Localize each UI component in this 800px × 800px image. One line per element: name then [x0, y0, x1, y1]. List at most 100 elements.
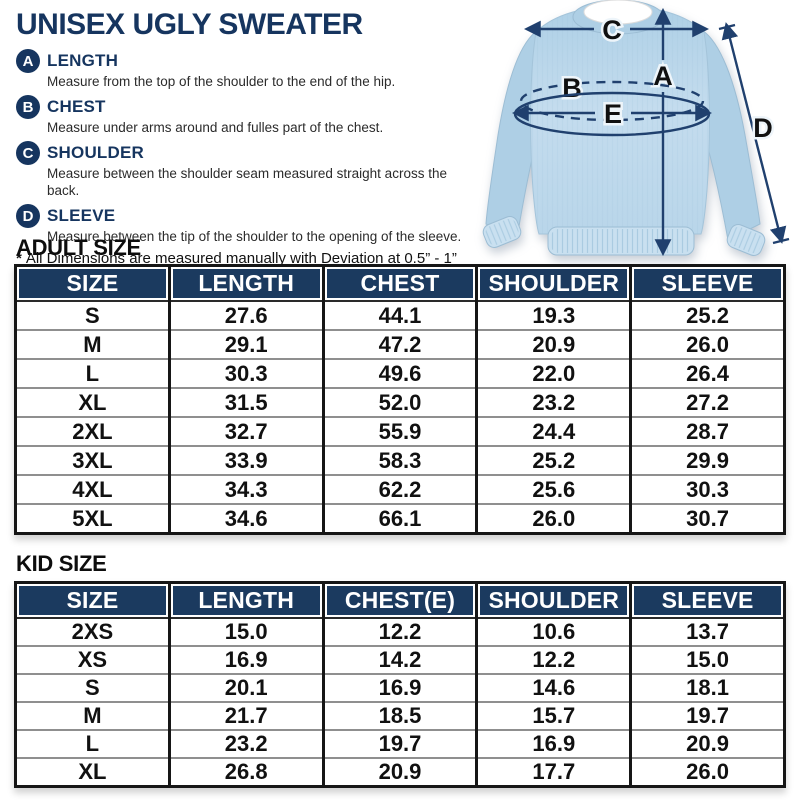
- value-cell: 49.6: [321, 358, 477, 388]
- value-cell: 26.0: [475, 503, 631, 534]
- value-cell: 19.7: [629, 701, 785, 730]
- letter-badge-c: C: [16, 141, 40, 165]
- size-cell: S: [85, 303, 100, 328]
- table-row: 3XL 33.9 58.3 25.2 29.9: [15, 445, 785, 475]
- page-title: UNISEX UGLY SWEATER: [16, 8, 363, 41]
- value-cell: 15.0: [629, 645, 785, 674]
- column-header: SHOULDER: [475, 582, 631, 619]
- value-cell: 26.4: [629, 358, 785, 388]
- value-cell: 13.7: [629, 618, 785, 646]
- dim-label-d: D: [753, 113, 773, 143]
- measurement-label: SHOULDER: [47, 143, 144, 162]
- letter-badge-a: A: [16, 49, 40, 73]
- size-cell: XS: [15, 645, 170, 674]
- value-cell: 20.9: [475, 329, 631, 359]
- measurement-description: Measure between the shoulder seam measur…: [47, 166, 447, 198]
- table-row: XS 16.9 14.2 12.2 15.0: [15, 645, 785, 674]
- value-cell: 20.9: [629, 729, 785, 758]
- value-cell: 27.6: [167, 301, 324, 330]
- dimension-annotations: C A B E D: [511, 7, 790, 257]
- measurement-item-shoulder: C SHOULDER Measure between the shoulder …: [16, 141, 466, 199]
- value-cell: 14.2: [321, 645, 477, 674]
- asterisk: *: [16, 250, 22, 267]
- table-row: XL 31.5 52.0 23.2 27.2: [15, 387, 785, 417]
- value-cell: 24.4: [475, 416, 631, 446]
- column-header: LENGTH: [167, 582, 324, 619]
- dim-label-c: C: [602, 15, 622, 45]
- column-header: SLEEVE: [629, 265, 785, 302]
- value-cell: 29.1: [167, 329, 324, 359]
- value-cell: 21.7: [167, 701, 324, 730]
- value-cell: 25.6: [475, 474, 631, 504]
- table-header-row: SIZE LENGTH CHEST SHOULDER SLEEVE: [15, 265, 785, 302]
- size-cell: L: [15, 729, 170, 758]
- size-cell: M: [15, 701, 170, 730]
- deviation-note-text: All Dimensions are measured manually wit…: [25, 250, 457, 267]
- value-cell: 10.6: [475, 618, 631, 646]
- dim-label-a: A: [653, 61, 673, 91]
- value-cell: 25.2: [629, 301, 785, 330]
- table-header-row: SIZE LENGTH CHEST(E) SHOULDER SLEEVE: [15, 582, 785, 619]
- size-cell: XL: [15, 387, 170, 417]
- column-header: LENGTH: [167, 265, 324, 302]
- value-cell: 15.7: [475, 701, 631, 730]
- table-row: S 20.1 16.9 14.6 18.1: [15, 673, 785, 702]
- value-cell: 34.3: [167, 474, 324, 504]
- value-cell: 19.3: [475, 301, 631, 330]
- sleeve-arrow-tick: [772, 237, 790, 245]
- size-cell: 5XL: [15, 503, 170, 534]
- sleeve-arrow: [721, 22, 787, 244]
- dim-label-b: B: [562, 73, 582, 103]
- measurement-item-chest: B CHEST Measure under arms around and fu…: [16, 95, 466, 136]
- value-cell: 32.7: [167, 416, 324, 446]
- column-header: SLEEVE: [629, 582, 785, 619]
- letter-badge-d: D: [16, 204, 40, 228]
- value-cell: 22.0: [475, 358, 631, 388]
- column-header: SIZE: [15, 582, 170, 619]
- value-cell: 52.0: [321, 387, 477, 417]
- value-cell: 23.2: [475, 387, 631, 417]
- size-cell: S: [15, 673, 170, 702]
- value-cell: 33.9: [167, 445, 324, 475]
- table-row: 2XL 32.7 55.9 24.4 28.7: [15, 416, 785, 446]
- value-cell: 18.1: [629, 673, 785, 702]
- table-row: M 29.1 47.2 20.9 26.0: [15, 329, 785, 359]
- measurement-description: Measure under arms around and fulles par…: [47, 120, 384, 135]
- value-cell: 31.5: [167, 387, 324, 417]
- value-cell: 26.0: [629, 329, 785, 359]
- value-cell: 23.2: [167, 729, 324, 758]
- measurement-item-length: A LENGTH Measure from the top of the sho…: [16, 49, 466, 90]
- value-cell: 16.9: [167, 645, 324, 674]
- value-cell: 30.7: [629, 503, 785, 534]
- kid-size-heading: KID SIZE: [16, 551, 107, 576]
- adult-size-table: SIZE LENGTH CHEST SHOULDER SLEEVE S 27.6 44.1 19…: [14, 264, 786, 535]
- sleeve-arrow-tick: [718, 23, 736, 31]
- value-cell: 27.2: [629, 387, 785, 417]
- measurement-item-sleeve: D SLEEVE Measure between the tip of the …: [16, 204, 466, 245]
- value-cell: 30.3: [629, 474, 785, 504]
- value-cell: 12.2: [321, 618, 477, 646]
- sweater-image: [482, 0, 766, 256]
- deviation-note: * All Dimensions are measured manually wi…: [16, 250, 466, 267]
- value-cell: 30.3: [167, 358, 324, 388]
- value-cell: 20.1: [167, 673, 324, 702]
- value-cell: 16.9: [321, 673, 477, 702]
- value-cell: 20.9: [321, 757, 477, 787]
- value-cell: 29.9: [629, 445, 785, 475]
- measurement-description: Measure from the top of the shoulder to …: [47, 74, 396, 89]
- measurement-description: Measure between the tip of the shoulder …: [47, 229, 462, 244]
- table-row: M 21.7 18.5 15.7 19.7: [15, 701, 785, 730]
- value-cell: 58.3: [321, 445, 477, 475]
- table-row: XL 26.8 20.9 17.7 26.0: [15, 757, 785, 787]
- value-cell: 62.2: [321, 474, 477, 504]
- kid-size-table: SIZE LENGTH CHEST(E) SHOULDER SLEEVE 2XS 15.0 1…: [14, 581, 786, 788]
- value-cell: 26.8: [167, 757, 324, 787]
- letter-badge-b: B: [16, 95, 40, 119]
- value-cell: 66.1: [321, 503, 477, 534]
- column-header: CHEST(E): [321, 582, 477, 619]
- table-row: 2XS 15.0 12.2 10.6 13.7: [16, 618, 785, 646]
- sweater-measurement-diagram: C A B E D: [482, 0, 790, 257]
- size-cell: L: [15, 358, 170, 388]
- table-row: L 23.2 19.7 16.9 20.9: [15, 729, 785, 758]
- value-cell: 44.1: [321, 301, 477, 330]
